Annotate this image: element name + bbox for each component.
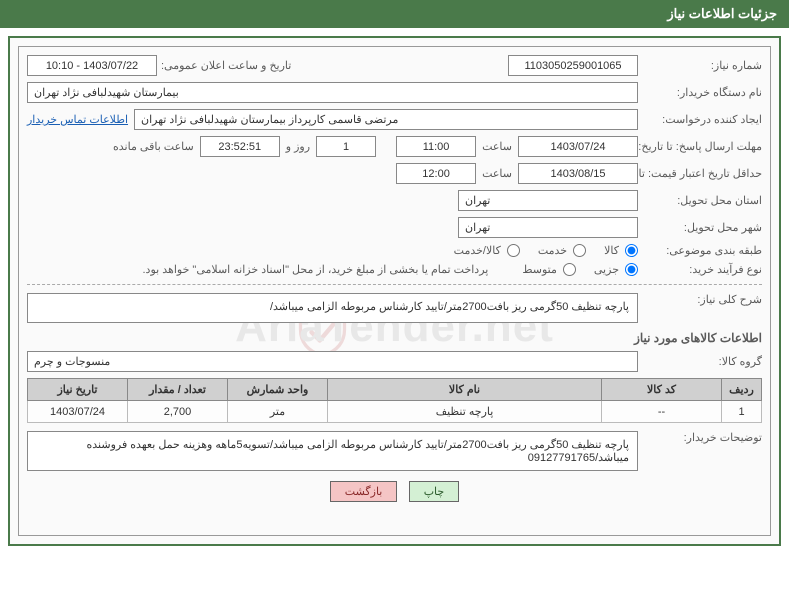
radio-partial-label: جزیی [594, 263, 619, 276]
th-qty: تعداد / مقدار [128, 379, 228, 401]
label-price-validity: حداقل تاریخ اعتبار قیمت: تا تاریخ: [642, 167, 762, 180]
radio-service[interactable] [573, 244, 586, 257]
radio-medium[interactable] [563, 263, 576, 276]
field-goods-group: منسوجات و چرم [27, 351, 638, 372]
radio-goods-service[interactable] [507, 244, 520, 257]
radio-partial[interactable] [625, 263, 638, 276]
field-time-remaining: 23:52:51 [200, 136, 280, 157]
link-buyer-contact[interactable]: اطلاعات تماس خریدار [27, 113, 128, 126]
radio-goods[interactable] [625, 244, 638, 257]
th-name: نام کالا [328, 379, 602, 401]
cell-unit: متر [228, 401, 328, 423]
table-row: 1 -- پارچه تنظیف متر 2,700 1403/07/24 [28, 401, 762, 423]
cell-code: -- [602, 401, 722, 423]
radio-goods-label: کالا [604, 244, 619, 257]
field-days-remaining: 1 [316, 136, 376, 157]
back-button[interactable]: بازگشت [330, 481, 398, 502]
cell-row: 1 [722, 401, 762, 423]
cell-name: پارچه تنظیف [328, 401, 602, 423]
field-validity-date: 1403/08/15 [518, 163, 638, 184]
label-response-deadline: مهلت ارسال پاسخ: تا تاریخ: [642, 140, 762, 153]
section-goods-info: اطلاعات کالاهای مورد نیاز [27, 331, 762, 345]
field-province: تهران [458, 190, 638, 211]
label-need-number: شماره نیاز: [642, 59, 762, 72]
goods-table: ردیف کد کالا نام کالا واحد شمارش تعداد /… [27, 378, 762, 423]
field-announce-dt: 1403/07/22 - 10:10 [27, 55, 157, 76]
field-general-desc: پارچه تنظیف 50گرمی ریز بافت2700متر/تایید… [27, 293, 638, 323]
label-province: استان محل تحویل: [642, 194, 762, 207]
field-buyer-org: بیمارستان شهیدلبافی نژاد تهران [27, 82, 638, 103]
field-need-number: 1103050259001065 [508, 55, 638, 76]
label-remaining: ساعت باقی مانده [113, 140, 194, 153]
purchase-radio-group: جزیی متوسط [508, 263, 638, 276]
radio-service-label: خدمت [538, 244, 567, 257]
label-requester: ایجاد کننده درخواست: [642, 113, 762, 126]
radio-medium-label: متوسط [522, 263, 557, 276]
label-days-and: روز و [286, 140, 310, 153]
label-general-desc: شرح کلی نیاز: [642, 293, 762, 306]
th-unit: واحد شمارش [228, 379, 328, 401]
label-buyer-org: نام دستگاه خریدار: [642, 86, 762, 99]
label-city: شهر محل تحویل: [642, 221, 762, 234]
category-radio-group: کالا خدمت کالا/خدمت [440, 244, 638, 257]
label-category: طبقه بندی موضوعی: [642, 244, 762, 257]
button-row: چاپ بازگشت [27, 481, 762, 502]
field-response-time: 11:00 [396, 136, 476, 157]
label-time-1: ساعت [482, 140, 512, 153]
field-response-date: 1403/07/24 [518, 136, 638, 157]
payment-note: پرداخت تمام یا بخشی از مبلغ خرید، از محل… [143, 263, 489, 276]
page-header: جزئیات اطلاعات نیاز [0, 0, 789, 28]
separator-1 [27, 284, 762, 285]
cell-date: 1403/07/24 [28, 401, 128, 423]
inner-panel: AriaTender.net شماره نیاز: 1103050259001… [18, 46, 771, 536]
label-purchase-type: نوع فرآیند خرید: [642, 263, 762, 276]
label-announce-dt: تاریخ و ساعت اعلان عمومی: [161, 59, 291, 72]
outer-panel: AriaTender.net شماره نیاز: 1103050259001… [8, 36, 781, 546]
cell-qty: 2,700 [128, 401, 228, 423]
field-requester: مرتضی قاسمی کارپرداز بیمارستان شهیدلبافی… [134, 109, 638, 130]
field-validity-time: 12:00 [396, 163, 476, 184]
page-title: جزئیات اطلاعات نیاز [667, 6, 777, 21]
th-row: ردیف [722, 379, 762, 401]
field-buyer-notes: پارچه تنظیف 50گرمی ریز بافت2700متر/تایید… [27, 431, 638, 471]
field-city: تهران [458, 217, 638, 238]
label-goods-group: گروه کالا: [642, 355, 762, 368]
radio-goods-service-label: کالا/خدمت [454, 244, 501, 257]
label-buyer-notes: توضیحات خریدار: [642, 431, 762, 444]
label-time-2: ساعت [482, 167, 512, 180]
th-date: تاریخ نیاز [28, 379, 128, 401]
print-button[interactable]: چاپ [409, 481, 460, 502]
th-code: کد کالا [602, 379, 722, 401]
